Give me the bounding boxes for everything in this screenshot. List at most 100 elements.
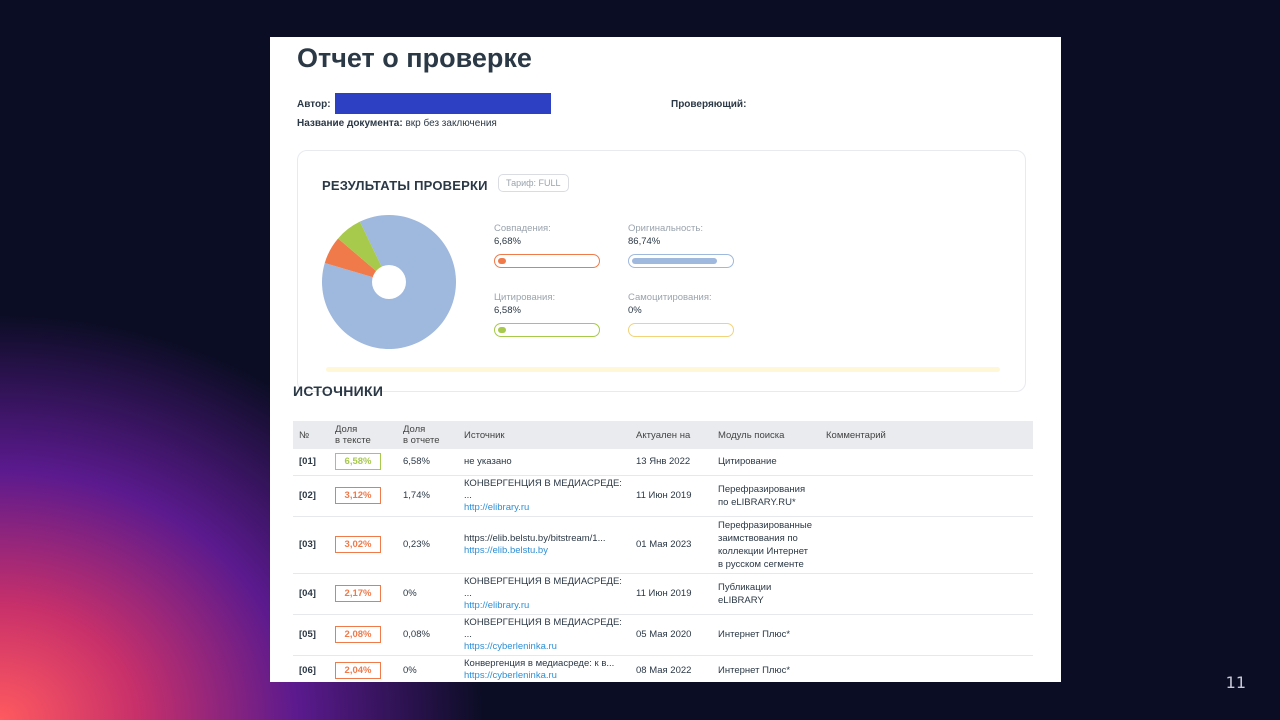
row-source-cell: КОНВЕРГЕНЦИЯ В МЕДИАСРЕДЕ: ... http://eli… (458, 573, 630, 615)
share-text-badge: 2,04% (335, 661, 381, 679)
sources-title: ИСТОЧНИКИ (293, 383, 384, 399)
row-share-report: 0% (397, 573, 458, 615)
matches-progress-fill (498, 258, 506, 264)
table-row[interactable]: [04] 2,17% 0% КОНВЕРГЕНЦИЯ В МЕДИАСРЕДЕ: ..… (293, 573, 1033, 615)
row-source-cell: не указано (458, 449, 630, 476)
share-text-badge: 2,17% (335, 585, 381, 602)
row-share-report: 6,58% (397, 449, 458, 476)
matches-progress-bar (494, 254, 600, 268)
row-share-text-cell: 2,04% (329, 655, 397, 682)
matches-label: Совпадения: (494, 223, 551, 234)
pie-center-hole (372, 265, 406, 299)
results-pie-chart (322, 215, 456, 349)
source-link[interactable]: https://cyberleninka.ru (464, 670, 557, 681)
row-date: 01 Мая 2023 (630, 516, 712, 574)
table-row[interactable]: [03] 3,02% 0,23% https://elib.belstu.by/bit… (293, 516, 1033, 574)
col-source[interactable]: Источник (464, 429, 505, 441)
author-label: Автор: (297, 99, 331, 110)
row-comment (820, 655, 1033, 682)
row-share-report: 0% (397, 655, 458, 682)
row-share-text-cell: 2,17% (329, 573, 397, 615)
row-module: Интернет Плюс* (712, 614, 820, 656)
row-module: Публикации eLIBRARY (712, 573, 820, 615)
table-row[interactable]: [05] 2,08% 0,08% КОНВЕРГЕНЦИЯ В МЕДИАСРЕДЕ:… (293, 614, 1033, 656)
col-module[interactable]: Модуль поиска (718, 429, 785, 441)
originality-progress-fill (632, 258, 717, 264)
row-number: [06] (293, 655, 329, 682)
row-share-report: 0,08% (397, 614, 458, 656)
row-date: 11 Июн 2019 (630, 573, 712, 615)
share-text-badge: 3,02% (335, 536, 381, 553)
selfcitations-value: 0% (628, 305, 642, 316)
row-module: Интернет Плюс* (712, 655, 820, 682)
row-source-cell: Конвергенция в медиасреде: к в... https:/… (458, 655, 630, 682)
source-name[interactable]: КОНВЕРГЕНЦИЯ В МЕДИАСРЕДЕ: ... (464, 616, 622, 640)
author-redaction (335, 93, 551, 114)
divider (326, 367, 1000, 372)
row-module: Перефразированные заимствования по колле… (712, 516, 820, 574)
source-name[interactable]: https://elib.belstu.by/bitstream/1... (464, 532, 606, 544)
table-row[interactable]: [06] 2,04% 0% Конвергенция в медиасреде: к … (293, 655, 1033, 682)
matches-value: 6,68% (494, 236, 521, 247)
sources-table: № Доля в тексте Доля в отчете Источник Акт… (293, 421, 1033, 682)
share-text-badge: 2,08% (335, 626, 381, 643)
citations-slice (338, 221, 389, 282)
source-link[interactable]: https://elib.belstu.by (464, 544, 548, 556)
row-comment (820, 475, 1033, 517)
row-comment (820, 516, 1033, 574)
row-share-text-cell: 6,58% (329, 449, 397, 476)
col-share-report[interactable]: Доля в отчете (403, 424, 440, 446)
results-title: РЕЗУЛЬТАТЫ ПРОВЕРКИ (322, 178, 488, 193)
source-name[interactable]: не указано (464, 455, 512, 467)
row-date: 08 Мая 2022 (630, 655, 712, 682)
matches-slice (324, 238, 389, 282)
source-name[interactable]: КОНВЕРГЕНЦИЯ В МЕДИАСРЕДЕ: ... (464, 575, 622, 599)
page-title: Отчет о проверке (297, 43, 532, 73)
col-num[interactable]: № (299, 429, 310, 441)
results-card: РЕЗУЛЬТАТЫ ПРОВЕРКИ Тариф: FULL Совпаден… (297, 150, 1026, 392)
source-link[interactable]: http://elibrary.ru (464, 599, 530, 611)
share-text-badge: 3,12% (335, 487, 381, 504)
col-comment[interactable]: Комментарий (826, 429, 886, 441)
citations-value: 6,58% (494, 305, 521, 316)
row-date: 13 Янв 2022 (630, 449, 712, 476)
col-actual[interactable]: Актуален на (636, 429, 691, 441)
citations-progress-bar (494, 323, 600, 337)
row-share-report: 1,74% (397, 475, 458, 517)
row-comment (820, 449, 1033, 476)
reviewer-label: Проверяющий: (671, 99, 747, 110)
document-name: Название документа: вкр без заключения (297, 118, 497, 129)
source-name[interactable]: КОНВЕРГЕНЦИЯ В МЕДИАСРЕДЕ: ... (464, 477, 622, 501)
row-number: [02] (293, 475, 329, 517)
table-header-row: № Доля в тексте Доля в отчете Источник Акт… (293, 421, 1033, 449)
source-name[interactable]: Конвергенция в медиасреде: к в... (464, 658, 615, 669)
report-document: Отчет о проверке Автор: Проверяющий: Наз… (270, 37, 1061, 682)
tariff-badge: Тариф: FULL (498, 174, 569, 192)
originality-label: Оригинальность: (628, 223, 703, 234)
row-share-text-cell: 3,12% (329, 475, 397, 517)
citations-progress-fill (498, 327, 506, 333)
share-text-badge: 6,58% (335, 453, 381, 471)
table-row[interactable]: [01] 6,58% 6,58% не указано 13 Янв 2022 Цитир… (293, 449, 1033, 476)
selfcitations-label: Самоцитирования: (628, 292, 712, 303)
source-link[interactable]: http://elibrary.ru (464, 501, 530, 513)
row-module: Перефразирования по eLIBRARY.RU* (712, 475, 820, 517)
table-row[interactable]: [02] 3,12% 1,74% КОНВЕРГЕНЦИЯ В МЕДИАСРЕДЕ:… (293, 475, 1033, 517)
selfcitations-progress-bar (628, 323, 734, 337)
document-name-value: вкр без заключения (405, 118, 497, 129)
row-number: [03] (293, 516, 329, 574)
row-comment (820, 573, 1033, 615)
col-share-text[interactable]: Доля в тексте (335, 424, 371, 446)
row-number: [05] (293, 614, 329, 656)
row-comment (820, 614, 1033, 656)
row-share-text-cell: 3,02% (329, 516, 397, 574)
row-module: Цитирование (712, 449, 820, 476)
source-link[interactable]: https://cyberleninka.ru (464, 640, 557, 652)
slide-number: 11 (1225, 673, 1246, 692)
row-date: 11 Июн 2019 (630, 475, 712, 517)
row-share-text-cell: 2,08% (329, 614, 397, 656)
row-number: [04] (293, 573, 329, 615)
originality-progress-bar (628, 254, 734, 268)
row-date: 05 Мая 2020 (630, 614, 712, 656)
row-share-report: 0,23% (397, 516, 458, 574)
